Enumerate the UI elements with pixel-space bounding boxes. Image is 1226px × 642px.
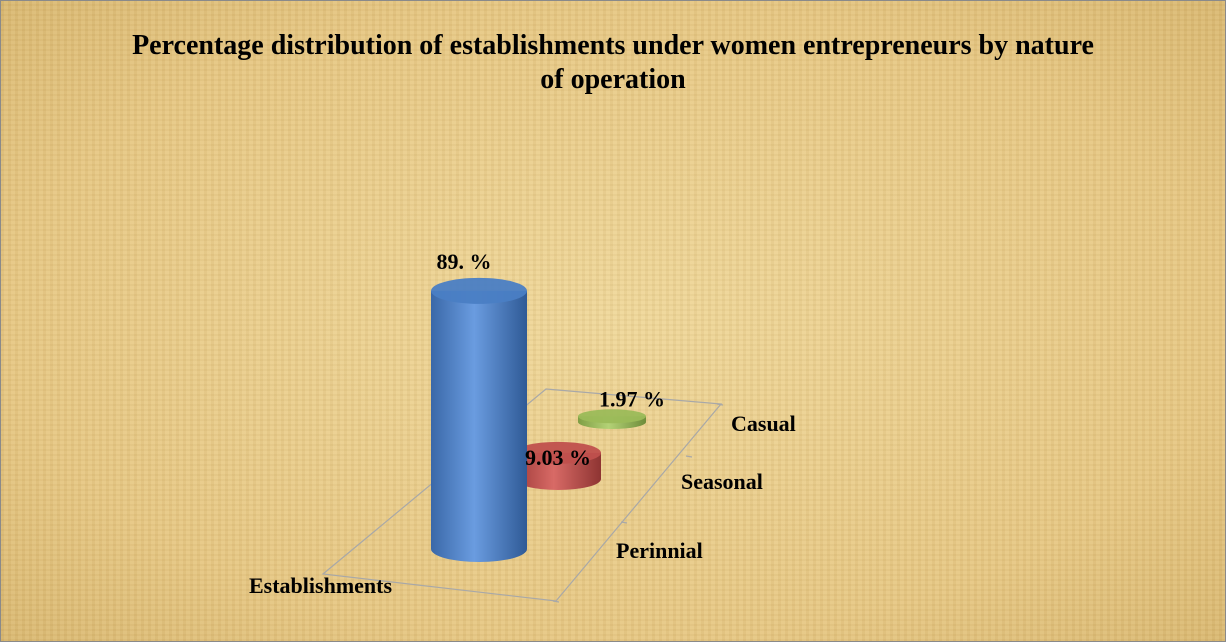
category-label: Perinnial xyxy=(616,538,703,563)
depth-tick xyxy=(552,600,560,603)
category-label: Casual xyxy=(731,411,796,436)
series-label: Establishments xyxy=(249,573,392,598)
cylinder-top xyxy=(431,277,527,304)
chart-title: Percentage distribution of establishment… xyxy=(132,30,1094,95)
depth-tick xyxy=(620,521,628,524)
cylinder xyxy=(515,441,601,490)
cylinder xyxy=(431,277,527,562)
data-label: 9.03 % xyxy=(525,445,591,470)
cylinder xyxy=(578,409,646,429)
floor xyxy=(321,388,724,603)
data-label: 89. % xyxy=(437,249,492,274)
cylinder-top xyxy=(578,409,646,424)
depth-tick xyxy=(716,403,724,406)
data-label: 1.97 % xyxy=(599,386,665,411)
category-label: Seasonal xyxy=(681,469,763,494)
cylinder-body xyxy=(431,290,527,562)
cylinder-top xyxy=(515,441,601,464)
depth-tick xyxy=(685,455,693,458)
